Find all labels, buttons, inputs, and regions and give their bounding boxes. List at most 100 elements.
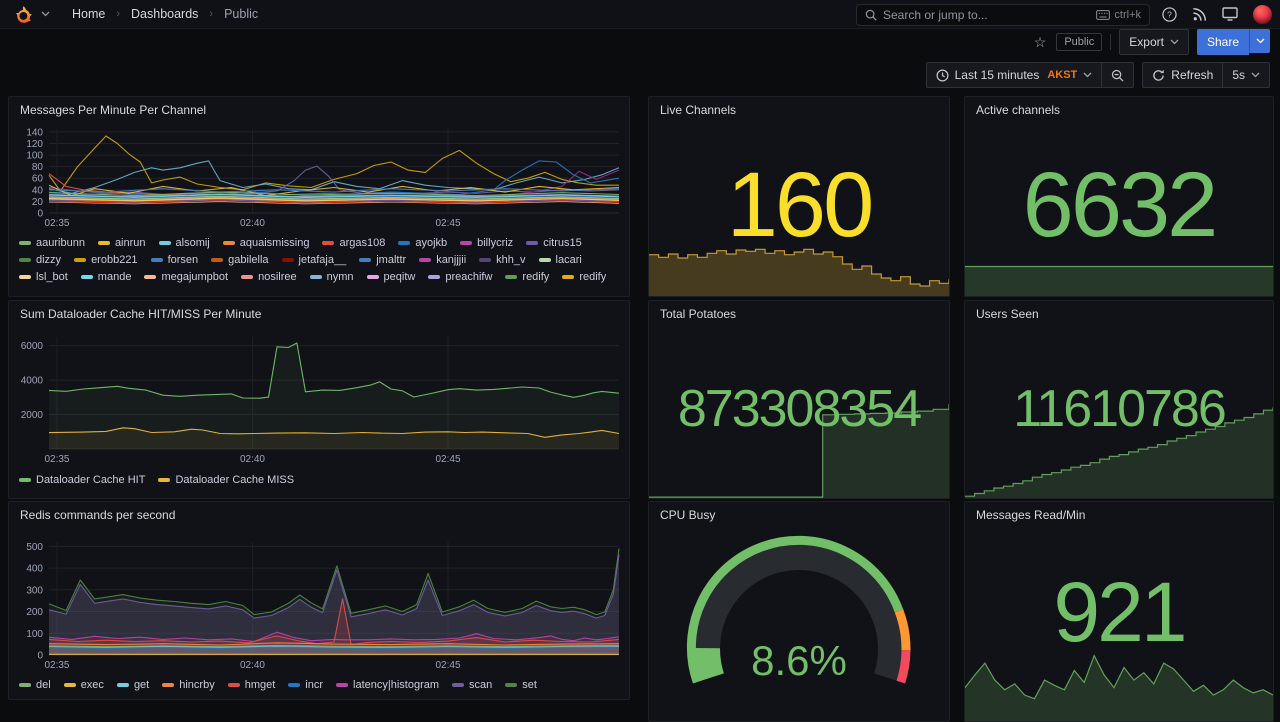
svg-text:300: 300 bbox=[26, 585, 43, 596]
search-placeholder: Search or jump to... bbox=[883, 8, 988, 22]
search-input[interactable]: Search or jump to... ctrl+k bbox=[856, 4, 1150, 26]
legend-item[interactable]: peqitw bbox=[366, 270, 415, 284]
panel-redis-commands: Redis commands per second 0 100 200 300 400 5… bbox=[8, 501, 630, 700]
legend-item[interactable]: wabilisabli bbox=[470, 287, 537, 288]
legend-item[interactable]: lsl_bot bbox=[19, 270, 68, 284]
gauge-chart[interactable] bbox=[657, 526, 941, 722]
legend-item[interactable]: varidetta bbox=[398, 287, 457, 288]
legend-swatch bbox=[538, 258, 551, 262]
legend-item[interactable]: dizzy bbox=[19, 253, 61, 267]
timeseries-chart[interactable]: 2000 4000 6000 02:35 02:40 02:45 bbox=[15, 333, 623, 465]
legend-item[interactable]: set bbox=[505, 678, 537, 692]
svg-text:02:40: 02:40 bbox=[240, 660, 265, 671]
legend-item[interactable]: incr bbox=[288, 678, 323, 692]
legend-item[interactable]: citrus15 bbox=[526, 236, 582, 250]
timeseries-chart[interactable]: 0 100 200 300 400 500 02:35 02:40 02:45 bbox=[15, 538, 623, 671]
panel-title[interactable]: Users Seen bbox=[976, 307, 1039, 321]
panel-title[interactable]: Total Potatoes bbox=[660, 307, 737, 321]
legend-item[interactable]: ainrun bbox=[97, 236, 146, 250]
panel-title[interactable]: CPU Busy bbox=[660, 508, 716, 522]
legend-item[interactable]: redify bbox=[505, 270, 549, 284]
legend-item[interactable]: kanjjjii bbox=[419, 253, 466, 267]
svg-text:20: 20 bbox=[32, 197, 44, 208]
legend-swatch bbox=[562, 275, 575, 279]
legend-label: nymn bbox=[326, 271, 354, 283]
legend-item[interactable]: valkyrae bbox=[327, 287, 385, 288]
legend-item[interactable]: vadikus007 bbox=[241, 287, 314, 288]
legend-item[interactable]: samukkha bbox=[19, 287, 86, 288]
svg-text:200: 200 bbox=[26, 607, 43, 618]
panel-title[interactable]: Messages Read/Min bbox=[976, 508, 1086, 522]
legend-item[interactable]: forsen bbox=[150, 253, 198, 267]
legend-item[interactable]: exec bbox=[63, 678, 104, 692]
timeseries-chart[interactable]: 0 20 40 60 80 100 120 140 02:35 02:40 02:45 bbox=[15, 125, 623, 229]
stat-value: 873308354 bbox=[677, 380, 922, 438]
legend-item[interactable]: alsomij bbox=[158, 236, 210, 250]
breadcrumb-dashboards[interactable]: Dashboards bbox=[131, 7, 199, 21]
zoom-out-button[interactable] bbox=[1102, 62, 1135, 88]
grafana-logo[interactable] bbox=[14, 5, 33, 24]
stat-sparkline bbox=[965, 264, 1273, 296]
legend-swatch bbox=[19, 478, 31, 482]
share-menu-caret[interactable] bbox=[1249, 29, 1270, 53]
legend-label: khh_v bbox=[496, 254, 526, 266]
svg-text:02:35: 02:35 bbox=[44, 660, 69, 671]
legend-item[interactable]: redify bbox=[562, 270, 606, 284]
panel-title[interactable]: Redis commands per second bbox=[20, 508, 176, 522]
svg-text:120: 120 bbox=[26, 139, 43, 150]
refresh-button[interactable]: Refresh bbox=[1142, 62, 1224, 88]
legend-item[interactable]: erobb221 bbox=[74, 253, 138, 267]
user-avatar[interactable] bbox=[1253, 4, 1272, 24]
legend-item[interactable]: Dataloader Cache MISS bbox=[158, 473, 294, 487]
refresh-interval-select[interactable]: 5s bbox=[1223, 62, 1270, 88]
legend-item[interactable]: argas108 bbox=[322, 236, 385, 250]
legend-swatch bbox=[222, 241, 235, 245]
legend-item[interactable]: lacari bbox=[538, 253, 582, 267]
legend-item[interactable]: mande bbox=[80, 270, 131, 284]
legend-swatch bbox=[116, 683, 129, 687]
legend-item[interactable]: megajumpbot bbox=[144, 270, 228, 284]
legend-item[interactable]: studytme bbox=[166, 287, 228, 288]
legend-item[interactable]: latency|histogram bbox=[336, 678, 439, 692]
legend-item[interactable]: xoxxly bbox=[550, 287, 598, 288]
legend-swatch bbox=[19, 241, 31, 245]
legend-item[interactable]: aquaismissing bbox=[222, 236, 309, 250]
legend-item[interactable]: ayojkb bbox=[398, 236, 447, 250]
legend-item[interactable]: nymn bbox=[309, 270, 354, 284]
legend-item[interactable]: preachifw bbox=[428, 270, 492, 284]
legend-item[interactable]: nosilree bbox=[241, 270, 297, 284]
svg-text:40: 40 bbox=[32, 185, 44, 196]
legend-item[interactable]: stanyyy bbox=[99, 287, 153, 288]
legend-item[interactable]: hmget bbox=[227, 678, 275, 692]
legend-item[interactable]: khh_v bbox=[479, 253, 526, 267]
panel-title[interactable]: Sum Dataloader Cache HIT/MISS Per Minute bbox=[20, 307, 262, 321]
legend-item[interactable]: del bbox=[19, 678, 51, 692]
legend-item[interactable]: gabilella bbox=[211, 253, 269, 267]
export-button[interactable]: Export bbox=[1119, 29, 1189, 55]
legend-item[interactable]: get bbox=[116, 678, 150, 692]
legend-item[interactable]: jmalttr bbox=[359, 253, 406, 267]
panel-title[interactable]: Active channels bbox=[976, 103, 1061, 117]
star-favorite-icon[interactable]: ☆ bbox=[1033, 34, 1047, 50]
legend-item[interactable]: jetafaja__ bbox=[281, 253, 346, 267]
legend-item[interactable]: Dataloader Cache HIT bbox=[19, 473, 145, 487]
legend-swatch bbox=[309, 275, 322, 279]
breadcrumb-public[interactable]: Public bbox=[224, 7, 259, 21]
svg-text:0: 0 bbox=[37, 651, 43, 662]
time-range-picker[interactable]: Last 15 minutes AKST bbox=[925, 62, 1103, 88]
share-button[interactable]: Share bbox=[1196, 29, 1249, 55]
legend-item[interactable]: billycriz bbox=[460, 236, 513, 250]
breadcrumb-home[interactable]: Home bbox=[72, 7, 106, 21]
legend-item[interactable]: scan bbox=[452, 678, 492, 692]
panel-title[interactable]: Live Channels bbox=[660, 103, 737, 117]
legend-item[interactable]: hincrby bbox=[162, 678, 215, 692]
legend-label: get bbox=[133, 679, 150, 691]
kiosk-monitor-icon[interactable] bbox=[1222, 7, 1238, 21]
legend-item[interactable]: aauribunn bbox=[19, 236, 85, 250]
svg-text:02:45: 02:45 bbox=[435, 660, 460, 671]
panel-title[interactable]: Messages Per Minute Per Channel bbox=[20, 103, 207, 117]
help-icon[interactable]: ? bbox=[1162, 6, 1177, 22]
news-rss-icon[interactable] bbox=[1192, 7, 1207, 22]
legend-swatch bbox=[322, 241, 335, 245]
org-switcher-caret-icon[interactable] bbox=[41, 11, 50, 17]
